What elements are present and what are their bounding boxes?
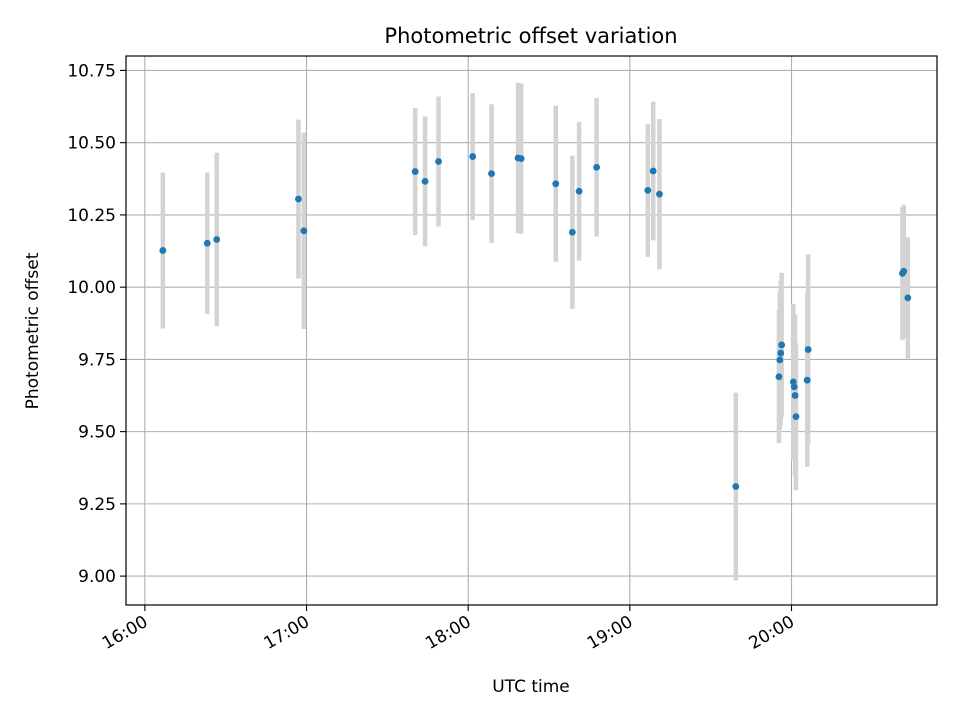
chart-title: Photometric offset variation xyxy=(384,24,677,48)
data-point xyxy=(421,178,429,185)
y-axis-ticks: 9.00 9.25 9.50 9.75 10.00 10.25 10.50 10.75 xyxy=(67,61,126,587)
data-point xyxy=(517,155,525,162)
y-tick-label: 10.25 xyxy=(67,206,116,226)
data-point xyxy=(469,153,477,160)
data-point xyxy=(300,227,308,235)
data-points xyxy=(159,153,912,490)
data-point xyxy=(904,294,912,302)
data-point xyxy=(803,376,811,384)
y-tick-label: 10.50 xyxy=(67,134,116,154)
data-point xyxy=(593,163,601,171)
data-point xyxy=(792,413,800,421)
y-axis-label: Photometric offset xyxy=(23,252,43,409)
data-point xyxy=(575,187,583,195)
data-point xyxy=(411,168,419,175)
data-point xyxy=(644,186,652,194)
data-point xyxy=(488,170,495,178)
y-tick-label: 10.75 xyxy=(67,61,116,81)
data-point xyxy=(791,392,799,399)
data-point xyxy=(775,373,783,381)
data-point xyxy=(656,190,663,198)
data-point xyxy=(776,356,784,364)
data-point xyxy=(435,158,442,165)
plot-frame xyxy=(125,55,938,606)
data-point xyxy=(552,180,560,188)
y-tick-label: 10.00 xyxy=(67,278,116,298)
data-point xyxy=(804,346,812,353)
data-point xyxy=(900,267,908,275)
data-point xyxy=(777,349,785,357)
data-point xyxy=(295,195,302,203)
data-point xyxy=(732,483,740,490)
data-point xyxy=(159,247,167,254)
y-tick-label: 9.25 xyxy=(78,495,116,515)
data-point xyxy=(778,341,786,349)
y-tick-label: 9.00 xyxy=(78,567,116,587)
data-point xyxy=(790,383,798,391)
x-axis-label: UTC time xyxy=(492,677,570,697)
data-point xyxy=(203,239,211,247)
y-tick-label: 9.50 xyxy=(78,423,116,443)
data-point xyxy=(213,236,221,243)
y-tick-label: 9.75 xyxy=(78,350,116,370)
data-point xyxy=(568,228,576,236)
data-point xyxy=(649,167,657,175)
